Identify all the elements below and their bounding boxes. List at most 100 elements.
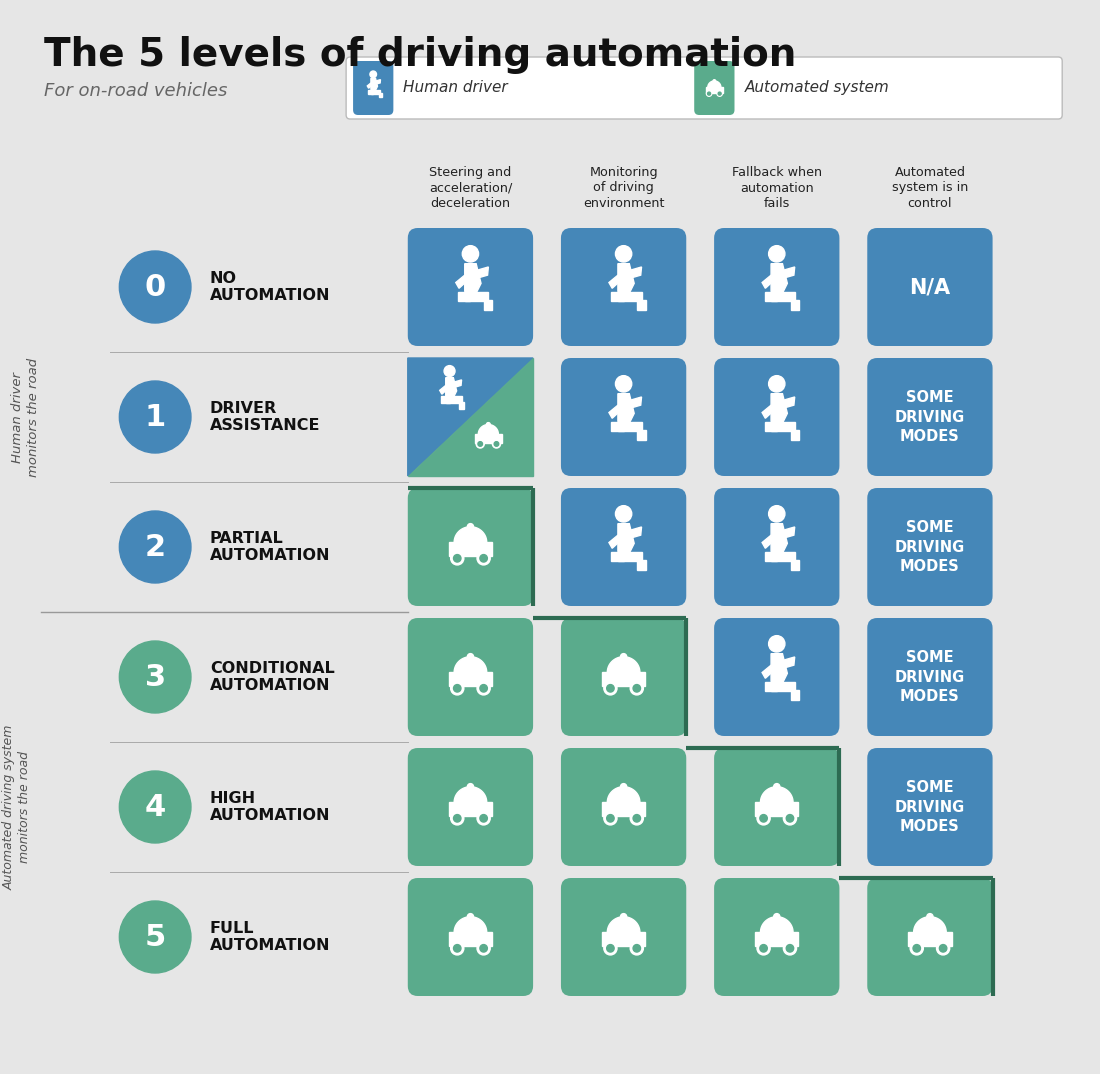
Polygon shape [618, 291, 641, 302]
Polygon shape [629, 267, 641, 278]
Polygon shape [764, 682, 777, 692]
Circle shape [607, 684, 614, 692]
FancyBboxPatch shape [561, 228, 686, 346]
Polygon shape [771, 682, 794, 692]
Circle shape [936, 942, 949, 955]
Polygon shape [609, 275, 622, 288]
FancyBboxPatch shape [408, 618, 534, 736]
FancyBboxPatch shape [408, 228, 534, 346]
Polygon shape [762, 535, 774, 549]
FancyBboxPatch shape [561, 488, 686, 606]
Polygon shape [762, 275, 774, 288]
Circle shape [604, 942, 617, 955]
Circle shape [477, 441, 483, 447]
Polygon shape [782, 397, 794, 408]
Polygon shape [771, 394, 788, 422]
Polygon shape [441, 396, 450, 403]
Text: Monitoring
of driving
environment: Monitoring of driving environment [583, 166, 664, 211]
Polygon shape [760, 787, 793, 802]
Text: 5: 5 [144, 923, 166, 952]
Circle shape [468, 524, 473, 529]
Circle shape [634, 944, 640, 952]
Circle shape [486, 422, 491, 426]
Polygon shape [484, 300, 493, 309]
Polygon shape [909, 932, 952, 946]
Text: 2: 2 [144, 533, 166, 562]
Circle shape [910, 942, 923, 955]
Polygon shape [478, 424, 498, 434]
Circle shape [773, 914, 780, 919]
Circle shape [477, 682, 491, 695]
Polygon shape [607, 917, 640, 932]
Polygon shape [618, 394, 635, 422]
Text: FULL
AUTOMATION: FULL AUTOMATION [210, 920, 330, 954]
Text: DRIVER
ASSISTANCE: DRIVER ASSISTANCE [210, 401, 320, 433]
Circle shape [451, 942, 464, 955]
FancyBboxPatch shape [346, 57, 1063, 119]
Circle shape [451, 552, 464, 565]
Polygon shape [454, 917, 486, 932]
Polygon shape [638, 560, 646, 569]
Polygon shape [771, 654, 788, 682]
Text: PARTIAL
AUTOMATION: PARTIAL AUTOMATION [210, 531, 330, 563]
Polygon shape [629, 527, 641, 538]
Circle shape [607, 944, 614, 952]
Circle shape [477, 812, 491, 825]
Circle shape [615, 376, 631, 392]
Polygon shape [791, 560, 799, 569]
FancyBboxPatch shape [714, 228, 839, 346]
FancyBboxPatch shape [694, 61, 735, 115]
Polygon shape [764, 291, 777, 302]
Polygon shape [464, 264, 481, 291]
Polygon shape [368, 89, 373, 93]
Polygon shape [602, 802, 646, 816]
Text: 3: 3 [144, 663, 166, 692]
Text: For on-road vehicles: For on-road vehicles [44, 82, 227, 100]
Text: The 5 levels of driving automation: The 5 levels of driving automation [44, 37, 796, 74]
Polygon shape [782, 267, 794, 278]
FancyBboxPatch shape [714, 879, 839, 996]
Circle shape [477, 552, 491, 565]
Circle shape [480, 944, 487, 952]
Circle shape [453, 554, 461, 562]
Text: 4: 4 [144, 793, 166, 822]
Polygon shape [446, 378, 456, 396]
Circle shape [120, 511, 191, 583]
Text: Automated
system is in
control: Automated system is in control [892, 166, 968, 211]
Circle shape [120, 901, 191, 973]
Circle shape [786, 814, 794, 822]
FancyBboxPatch shape [561, 879, 686, 996]
FancyBboxPatch shape [867, 228, 992, 346]
Polygon shape [760, 917, 793, 932]
Polygon shape [612, 291, 624, 302]
Polygon shape [449, 672, 492, 686]
Polygon shape [791, 690, 799, 699]
Circle shape [757, 942, 770, 955]
Circle shape [120, 771, 191, 843]
Circle shape [480, 554, 487, 562]
Polygon shape [607, 787, 640, 802]
Circle shape [717, 91, 723, 97]
Polygon shape [771, 524, 788, 552]
Polygon shape [629, 397, 641, 408]
Polygon shape [782, 527, 794, 538]
Circle shape [462, 246, 478, 262]
FancyBboxPatch shape [561, 618, 686, 736]
FancyBboxPatch shape [408, 488, 534, 606]
Circle shape [453, 684, 461, 692]
Polygon shape [446, 396, 462, 403]
Circle shape [607, 814, 614, 822]
Circle shape [927, 914, 933, 919]
Circle shape [783, 812, 796, 825]
Text: Automated system: Automated system [745, 81, 889, 96]
Polygon shape [755, 932, 799, 946]
Text: Steering and
acceleration/
deceleration: Steering and acceleration/ deceleration [429, 166, 513, 211]
Circle shape [620, 784, 627, 789]
Circle shape [615, 246, 631, 262]
Polygon shape [762, 405, 774, 418]
Polygon shape [782, 657, 794, 668]
Circle shape [453, 944, 461, 952]
Polygon shape [449, 542, 492, 556]
Polygon shape [612, 552, 624, 562]
Polygon shape [454, 526, 486, 542]
